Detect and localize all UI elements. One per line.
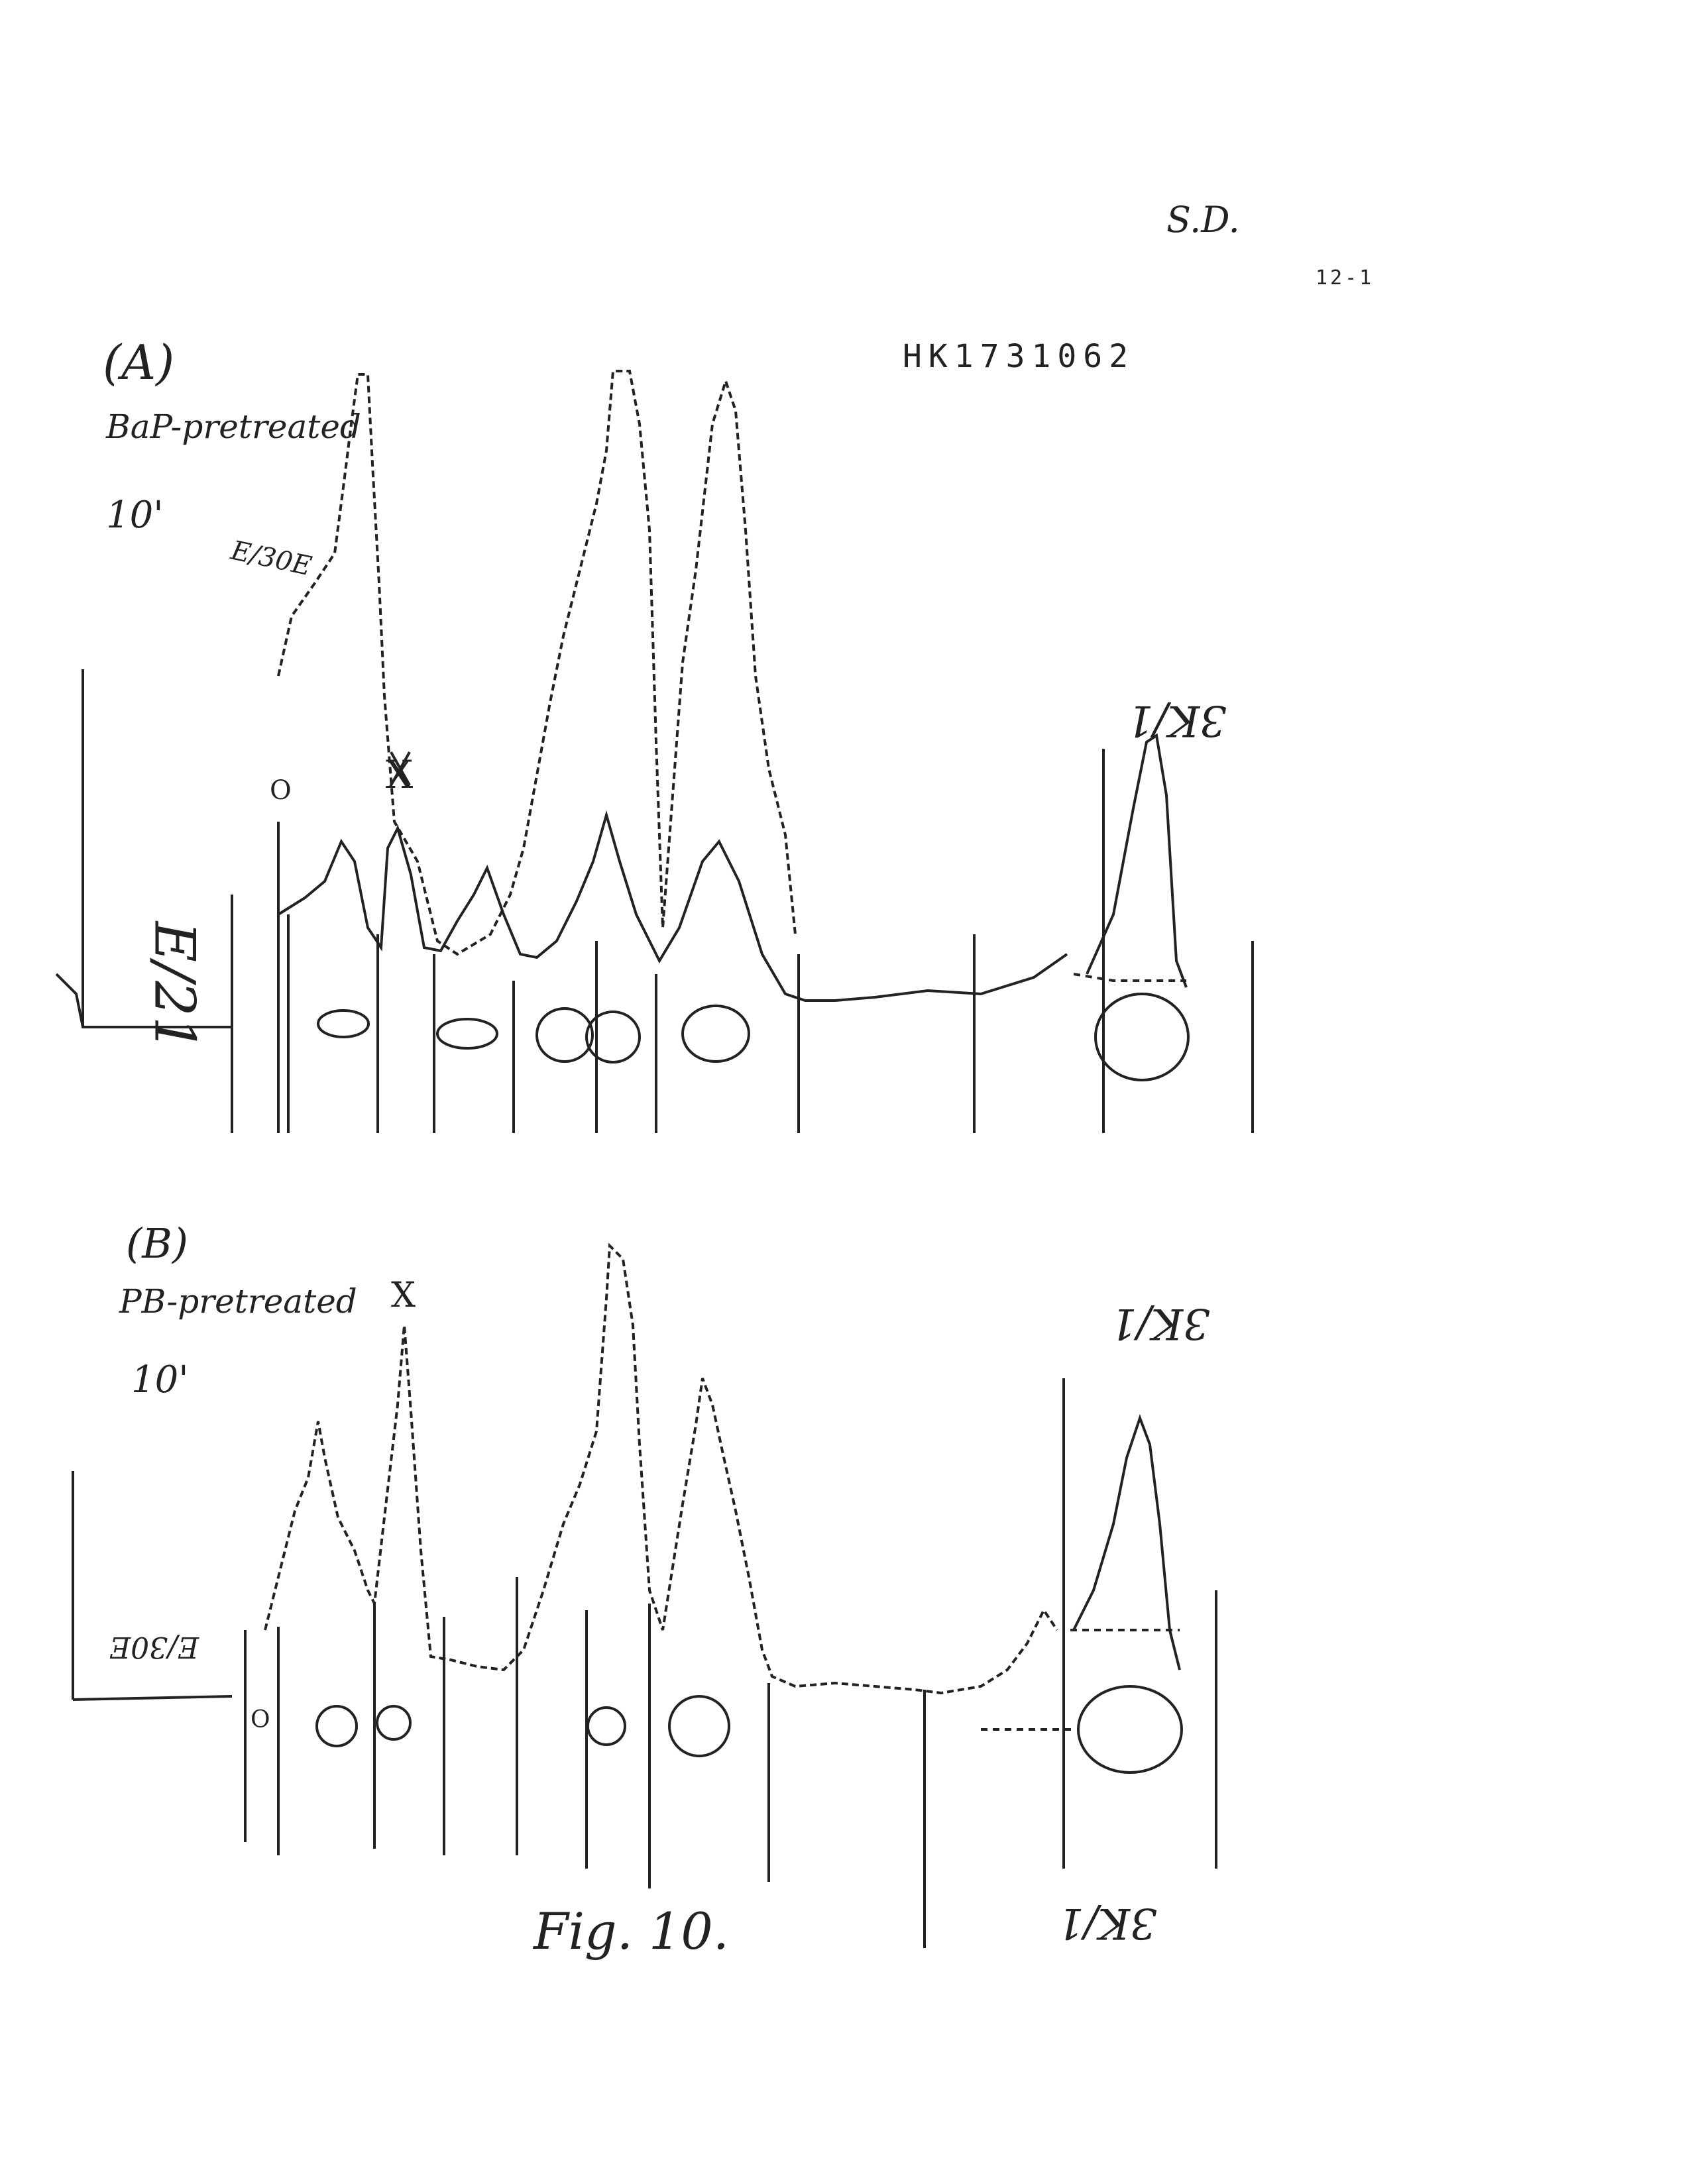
panel-b-origin-mark: O [251,1706,270,1733]
panel-a-label: (A) [103,335,175,390]
panel-a-spot [1094,993,1190,1081]
panel-b-spot [376,1705,412,1741]
panel-a-lower-trace [277,810,1068,1002]
panel-a-spot [535,1007,594,1063]
panel-b-spot [668,1695,730,1757]
panel-b-peak-x-label: X [391,1276,416,1315]
panel-b-3k-trace [1072,1414,1181,1670]
panel-b-time: 10' [131,1358,189,1401]
panel-b-baseline [72,1695,233,1701]
panel-a-3k-trace [1086,733,1188,988]
panel-a-drawing [55,370,1254,1133]
panel-a-time: 10' [106,494,164,537]
panel-a-origin-mark: O [270,775,292,806]
panel-b-upper-trace [264,1242,1058,1695]
panel-b-spot [1077,1685,1183,1774]
document-id: HK1731062 [903,338,1135,375]
panel-a-spot [585,1010,641,1064]
page-number: 12-1 [1316,266,1375,290]
initials: S.D. [1166,199,1240,241]
panel-b-spot [315,1705,358,1747]
panel-b-treatment: PB-pretreated [119,1282,357,1321]
panel-b-3k-dashed [981,1629,1180,1731]
panel-a-x-mark [390,751,411,786]
panel-b-drawing [72,1242,1217,1948]
panel-a-upper-trace [277,370,797,956]
panel-b-spot [587,1706,626,1746]
figure-caption: Fig. 10. [534,1902,729,1961]
panel-b-label: (B) [126,1219,188,1268]
panel-a-spot [436,1018,498,1050]
panel-a-3k-dashed [1073,973,1186,982]
panel-a-spot [317,1009,370,1038]
panel-a-spot [681,1005,750,1063]
panel-a-treatment: BaP-pretreated [106,408,361,446]
panel-a-baseline [55,973,232,1028]
